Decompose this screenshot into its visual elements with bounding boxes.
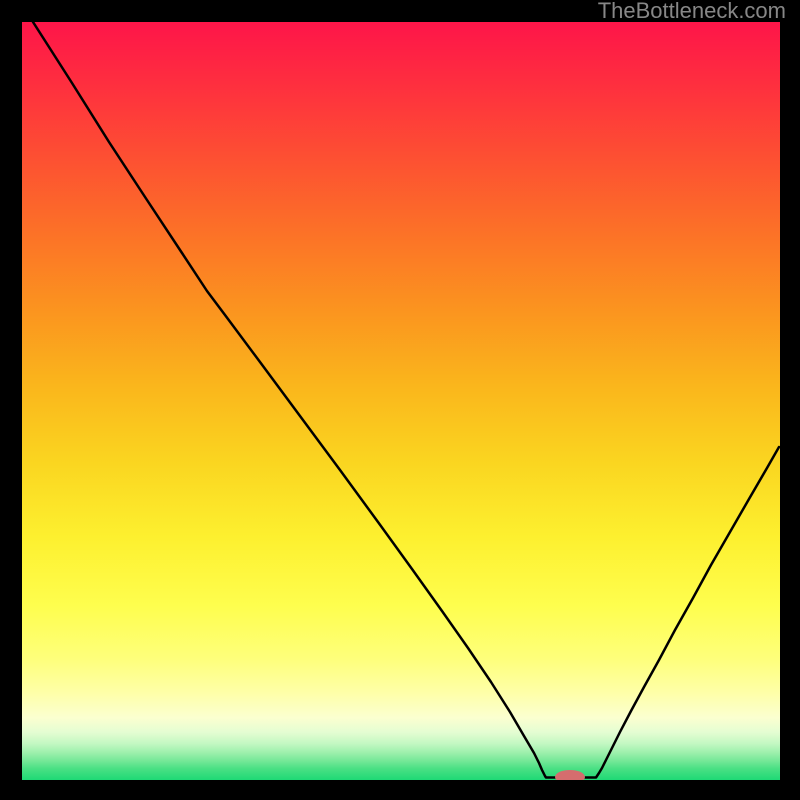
chart-svg xyxy=(22,22,780,780)
attribution-text: TheBottleneck.com xyxy=(598,0,786,24)
gradient-background xyxy=(22,22,780,780)
chart-frame xyxy=(22,22,780,780)
